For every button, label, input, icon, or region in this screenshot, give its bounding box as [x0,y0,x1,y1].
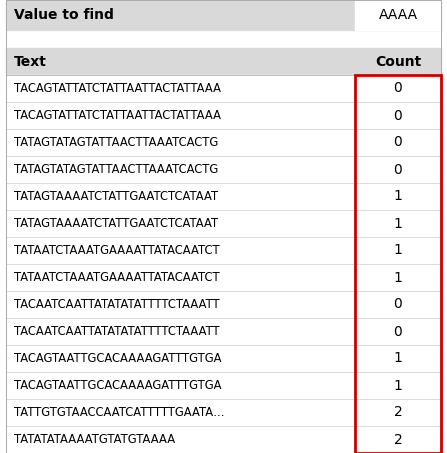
Text: 0: 0 [394,324,402,338]
Bar [355,75,441,453]
Bar [6,399,441,426]
Text: TATATATAAAATGTATGTAAAA: TATATATAAAATGTATGTAAAA [14,433,175,446]
Bar [355,0,441,30]
Text: 1: 1 [393,217,402,231]
Text: 1: 1 [393,244,402,257]
Bar [6,210,441,237]
Text: 2: 2 [394,405,402,419]
Text: TACAGTATTATCTATTAATTACTATTAAA: TACAGTATTATCTATTAATTACTATTAAA [14,109,221,122]
Bar [6,372,441,399]
Bar [6,264,441,291]
Text: TACAGTATTATCTATTAATTACTATTAAA: TACAGTATTATCTATTAATTACTATTAAA [14,82,221,95]
Text: TACAGTAATTGCACAAAAGATTTGTGA: TACAGTAATTGCACAAAAGATTTGTGA [14,352,222,365]
Text: 0: 0 [394,298,402,312]
Text: TATAATCTAAATGAAAATTATACAATCT: TATAATCTAAATGAAAATTATACAATCT [14,271,219,284]
Text: TACAGTAATTGCACAAAAGATTTGTGA: TACAGTAATTGCACAAAAGATTTGTGA [14,379,222,392]
Text: TATTGTGTAACCAATCATTTTTGAATA…: TATTGTGTAACCAATCATTTTTGAATA… [14,406,225,419]
Text: 2: 2 [394,433,402,447]
Text: Text: Text [14,54,47,68]
Bar [6,237,441,264]
Text: 1: 1 [393,352,402,366]
Text: 1: 1 [393,270,402,284]
Bar [6,426,441,453]
Bar [6,0,441,30]
Text: Value to find: Value to find [14,8,114,22]
Bar [6,156,441,183]
Text: TACAATCAATTATATATATTTTCTAAATT: TACAATCAATTATATATATTTTCTAAATT [14,298,219,311]
Text: 0: 0 [394,109,402,122]
Text: Count: Count [375,54,421,68]
Text: TACAATCAATTATATATATTTTCTAAATT: TACAATCAATTATATATATTTTCTAAATT [14,325,219,338]
Text: TATAGTAAAATCTATTGAATCTCATAAT: TATAGTAAAATCTATTGAATCTCATAAT [14,217,218,230]
Text: TATAATCTAAATGAAAATTATACAATCT: TATAATCTAAATGAAAATTATACAATCT [14,244,219,257]
Text: 1: 1 [393,189,402,203]
Bar [6,129,441,156]
Text: 0: 0 [394,163,402,177]
Bar [6,48,441,75]
Bar [6,75,441,102]
Text: AAAA: AAAA [379,8,417,22]
Text: TATAGTATAGTATTAACTTAAATCACTG: TATAGTATAGTATTAACTTAAATCACTG [14,163,218,176]
Bar [6,102,441,129]
Bar [6,318,441,345]
Bar [6,291,441,318]
Bar [6,345,441,372]
Text: TATAGTATAGTATTAACTTAAATCACTG: TATAGTATAGTATTAACTTAAATCACTG [14,136,218,149]
Bar [6,183,441,210]
Text: 0: 0 [394,135,402,149]
Text: 0: 0 [394,82,402,96]
Text: 1: 1 [393,379,402,392]
Text: TATAGTAAAATCTATTGAATCTCATAAT: TATAGTAAAATCTATTGAATCTCATAAT [14,190,218,203]
